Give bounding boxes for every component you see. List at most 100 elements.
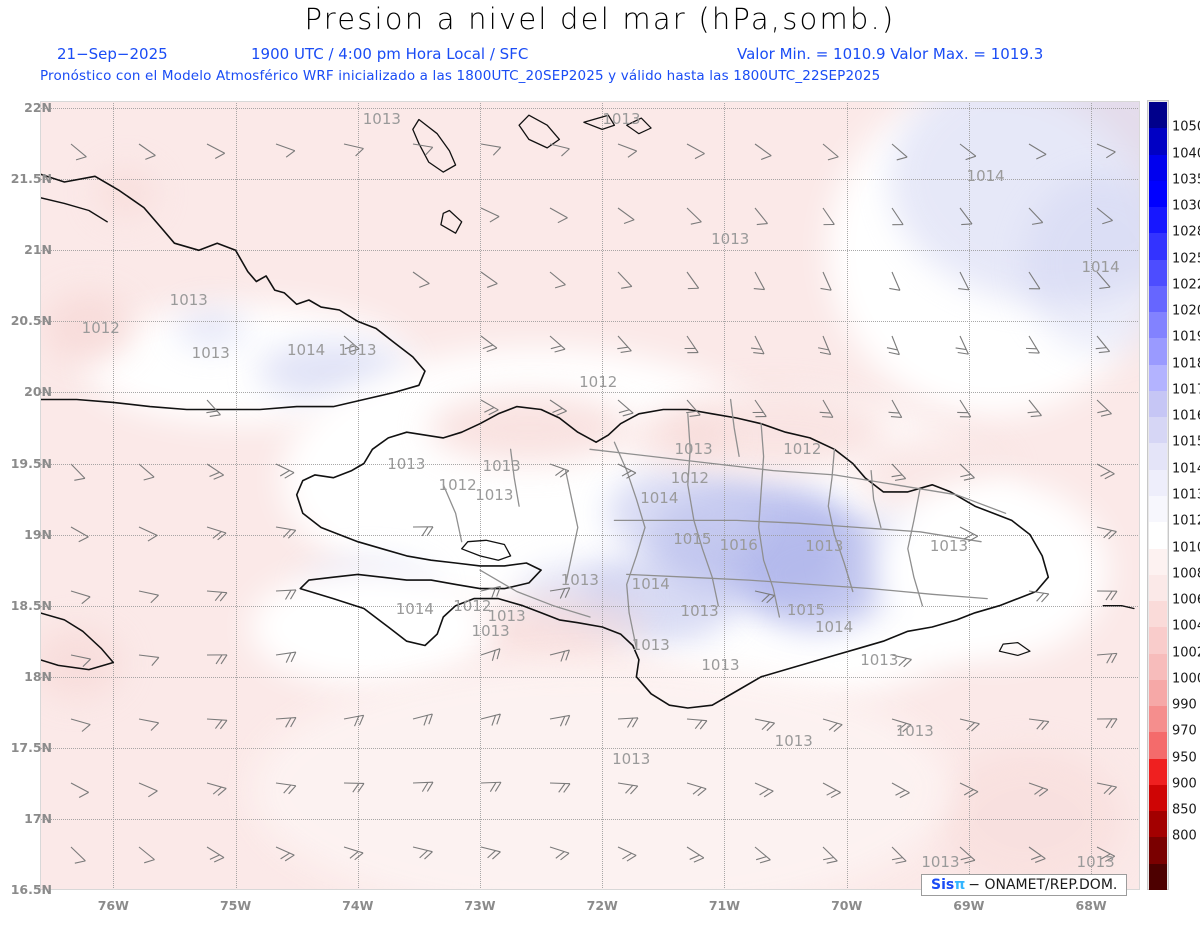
latitude-tick-label: 17N (0, 811, 52, 826)
colorbar-band (1149, 207, 1167, 233)
wind-barb (1074, 696, 1120, 742)
contour-label: 1013 (338, 341, 376, 359)
contour-label: 1013 (711, 230, 749, 248)
latitude-tick-label: 20N (0, 384, 52, 399)
colorbar-band (1149, 102, 1167, 128)
wind-barb (595, 249, 641, 295)
logo-agency-text: − ONAMET/REP.DOM. (968, 877, 1117, 893)
colorbar-tick-label: 1020 (1172, 304, 1200, 319)
longitude-tick-label: 76W (98, 898, 129, 913)
colorbar-band (1149, 732, 1167, 758)
wind-barb (1006, 121, 1052, 167)
contour-label: 1013 (472, 622, 510, 640)
wind-barb (1074, 504, 1120, 550)
wind-barb (390, 249, 436, 295)
wind-barb (732, 696, 778, 742)
contour-label: 1013 (363, 110, 401, 128)
wind-barb (458, 121, 504, 167)
colorbar-tick-label: 1006 (1172, 593, 1200, 608)
wind-barb (937, 696, 983, 742)
wind-barb (527, 632, 573, 678)
wind-barb (253, 121, 299, 167)
wind-barb (390, 760, 436, 806)
colorbar-tick-label: 1012 (1172, 514, 1200, 529)
colorbar-tick-label: 1004 (1172, 619, 1200, 634)
value-minmax: Valor Min. = 1010.9 Valor Max. = 1019.3 (737, 45, 1043, 63)
province-border (828, 449, 853, 591)
wind-barb (184, 632, 230, 678)
contour-label: 1013 (921, 853, 959, 871)
wind-barb (116, 760, 162, 806)
colorbar-band (1149, 680, 1167, 706)
wind-barb (1006, 313, 1052, 359)
colorbar-tick-label: 1030 (1172, 199, 1200, 214)
wind-barb (937, 185, 983, 231)
wind-barb (732, 568, 778, 614)
wind-barb (1006, 824, 1052, 870)
wind-barb (458, 760, 504, 806)
colorbar-tick-label: 950 (1172, 750, 1197, 765)
map-plot-area[interactable]: 1013 1013 1014 1013 1014 1013 1012 1013 1014 1013… (40, 101, 1140, 890)
contour-label: 1013 (170, 291, 208, 309)
wind-barb (1074, 377, 1120, 423)
colorbar-tick-label: 1010 (1172, 540, 1200, 555)
wind-barb (1074, 568, 1120, 614)
longitude-tick-label: 69W (953, 898, 984, 913)
latitude-tick-label: 19.5N (0, 456, 52, 471)
wind-barb (1006, 568, 1052, 614)
wind-barb (664, 377, 710, 423)
contour-label: 1013 (483, 457, 521, 475)
longitude-tick-label: 72W (587, 898, 618, 913)
wind-barb (937, 441, 983, 487)
coastline-gonave (462, 540, 511, 560)
colorbar-tick-label: 1025 (1172, 251, 1200, 266)
wind-barb (48, 568, 94, 614)
contour-label: 1012 (671, 469, 709, 487)
contour-label: 1013 (930, 537, 968, 555)
wind-barb (458, 313, 504, 359)
contour-label: 1012 (82, 319, 120, 337)
coastline-hispaniola (297, 407, 1049, 708)
contour-label: 1013 (192, 344, 230, 362)
colorbar-tick-label: 970 (1172, 724, 1197, 739)
wind-barb (595, 824, 641, 870)
wind-barb (184, 377, 230, 423)
wind-barb (48, 760, 94, 806)
latitude-tick-label: 22N (0, 100, 52, 115)
longitude-tick-label: 74W (342, 898, 373, 913)
wind-barb (869, 313, 915, 359)
wind-barb (732, 249, 778, 295)
contour-label: 1014 (287, 341, 325, 359)
wind-barb (732, 377, 778, 423)
wind-barb (116, 632, 162, 678)
colorbar-band (1149, 575, 1167, 601)
logo-pi-icon: π (954, 877, 964, 893)
colorbar-band (1149, 443, 1167, 469)
wind-barb (869, 441, 915, 487)
contour-label: 1015 (673, 530, 711, 548)
contour-label: 1013 (612, 750, 650, 768)
wind-barb (184, 696, 230, 742)
wind-barb (253, 696, 299, 742)
colorbar-band (1149, 496, 1167, 522)
wind-barb (321, 824, 367, 870)
wind-barb (1074, 185, 1120, 231)
latitude-tick-label: 17.5N (0, 740, 52, 755)
wind-barb (800, 377, 846, 423)
contour-label: 1013 (701, 656, 739, 674)
colorbar-band (1149, 286, 1167, 312)
wind-barb (937, 249, 983, 295)
contour-label: 1014 (396, 600, 434, 618)
colorbar-tick-label: 1014 (1172, 461, 1200, 476)
wind-barb (253, 824, 299, 870)
wind-barb (184, 824, 230, 870)
wind-barb (664, 185, 710, 231)
wind-barb (869, 185, 915, 231)
wind-barb (732, 121, 778, 167)
wind-barb (664, 313, 710, 359)
contour-label: 1016 (720, 536, 758, 554)
wind-barb (1006, 377, 1052, 423)
wind-barb (184, 441, 230, 487)
colorbar-tick-label: 1018 (1172, 356, 1200, 371)
page-title: Presion a nivel del mar (hPa,somb.) (0, 2, 1200, 36)
